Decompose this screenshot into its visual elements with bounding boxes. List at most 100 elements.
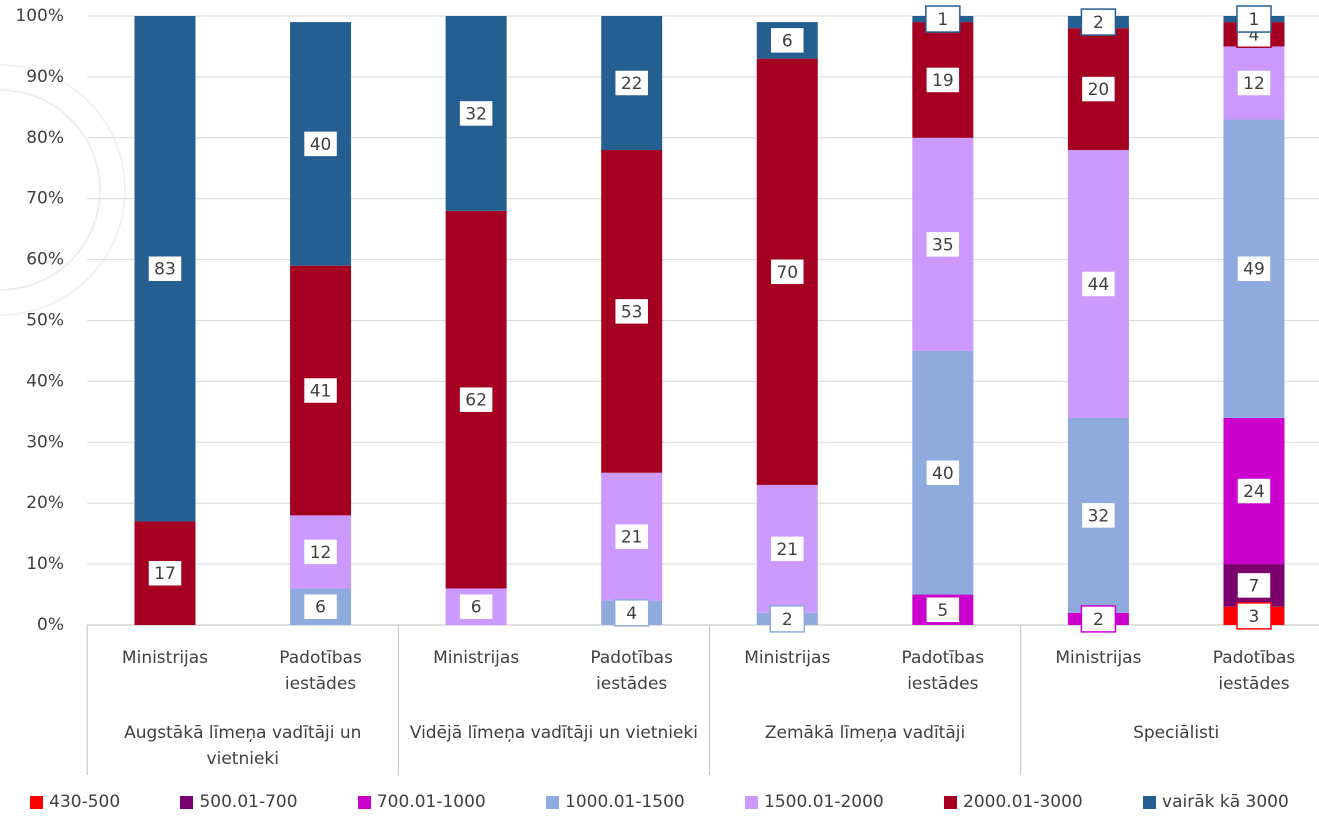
data-label: 53	[621, 302, 643, 322]
data-label: 21	[776, 540, 798, 560]
data-label: 6	[782, 31, 793, 51]
y-tick-label: 70%	[26, 189, 64, 209]
data-label: 12	[1243, 74, 1265, 94]
label-box	[769, 535, 806, 563]
decoration	[0, 89, 101, 291]
label-box	[1236, 571, 1272, 600]
group-label: Augstākā līmeņa vadītāji un vietnieki	[124, 723, 362, 769]
data-label: 2	[1093, 610, 1104, 630]
label-box	[925, 230, 961, 259]
x-tick-label: Padotības iestādes	[279, 648, 362, 694]
data-label: 32	[465, 104, 487, 124]
data-label: 62	[465, 391, 487, 411]
y-tick-label: 50%	[26, 311, 64, 331]
x-tick-label: Padotības iestādes	[901, 648, 985, 694]
label-box	[1236, 254, 1272, 283]
data-label: 44	[1088, 275, 1110, 295]
data-label: 1	[1249, 10, 1260, 30]
data-label: 5	[937, 601, 948, 621]
legend-swatch	[357, 795, 371, 809]
data-label: 21	[621, 528, 643, 548]
legend-swatch	[180, 795, 194, 809]
data-label: 35	[932, 235, 954, 255]
label-box	[925, 596, 961, 624]
data-label: 40	[310, 135, 332, 155]
x-tick-label: Padotības iestādes	[590, 648, 673, 694]
label-box	[613, 599, 650, 627]
label-box	[458, 385, 494, 414]
legend-swatch	[546, 795, 560, 809]
data-label: 2	[782, 610, 793, 630]
legend-item: vairāk kā 3000	[1143, 792, 1289, 812]
legend: 430-500 500.01-700 700.01-1000 1000.01-1500…	[0, 792, 1319, 812]
legend-label: 2000.01-3000	[963, 792, 1083, 812]
legend-label: 430-500	[49, 792, 121, 812]
x-tick-label: Ministrijas	[744, 648, 831, 668]
group-label: Vidējā līmeņa vadītāji un vietnieki	[409, 723, 698, 743]
x-tick-label: Padotības iestādes	[1212, 648, 1296, 694]
y-tick-label: 100%	[15, 6, 64, 26]
legend-swatch	[745, 795, 759, 809]
data-label: 12	[310, 543, 332, 563]
legend-swatch	[1143, 795, 1157, 809]
label-box	[147, 254, 183, 283]
data-label: 49	[1243, 260, 1265, 280]
data-label: 24	[1243, 482, 1265, 502]
y-tick-label: 60%	[26, 250, 64, 270]
plot: 0%10%20%30%40%50%60%70%80%90%100%1783612…	[0, 5, 1319, 775]
x-tick-label: Ministrijas	[433, 648, 520, 668]
label-box	[613, 522, 650, 551]
data-label: 1	[937, 10, 948, 30]
label-box	[1080, 8, 1117, 36]
legend-label: 700.01-1000	[376, 792, 486, 812]
label-box	[613, 297, 650, 326]
label-box	[302, 376, 339, 405]
y-tick-label: 90%	[26, 67, 64, 87]
data-label: 17	[154, 564, 176, 584]
label-box	[458, 592, 494, 621]
legend-item: 1500.01-2000	[745, 792, 884, 812]
legend-item: 500.01-700	[180, 792, 298, 812]
legend-label: vairāk kā 3000	[1162, 792, 1289, 812]
label-box	[925, 5, 961, 33]
data-label: 22	[621, 74, 643, 94]
legend-label: 1000.01-1500	[565, 792, 685, 812]
label-box	[1080, 75, 1117, 103]
group-label: Zemākā līmeņa vadītāji	[764, 723, 966, 743]
data-label: 3	[1249, 607, 1260, 627]
legend-item: 700.01-1000	[357, 792, 486, 812]
label-box	[147, 559, 183, 587]
label-box	[302, 538, 339, 566]
y-tick-label: 40%	[26, 371, 64, 391]
data-label: 7	[1249, 576, 1260, 596]
legend-label: 1500.01-2000	[764, 792, 884, 812]
label-box	[613, 69, 650, 97]
label-box	[458, 99, 494, 128]
x-tick-label: Ministrijas	[121, 648, 209, 668]
legend-item: 1000.01-1500	[546, 792, 685, 812]
legend-swatch	[944, 795, 958, 809]
label-box	[1080, 605, 1117, 633]
data-label: 83	[154, 260, 176, 280]
label-box	[769, 258, 806, 286]
label-box	[1236, 602, 1272, 630]
data-label: 40	[932, 464, 954, 484]
label-box	[1080, 501, 1117, 530]
y-tick-label: 0%	[37, 615, 64, 635]
legend-swatch	[30, 795, 44, 809]
legend-item: 430-500	[30, 792, 120, 812]
legend-label: 500.01-700	[199, 792, 298, 812]
data-label: 19	[932, 71, 954, 91]
label-box	[925, 66, 961, 94]
data-label: 6	[315, 598, 326, 618]
data-label: 41	[310, 382, 332, 402]
y-tick-label: 10%	[26, 554, 64, 574]
y-tick-label: 80%	[26, 128, 64, 148]
data-label: 4	[1249, 25, 1260, 45]
x-tick-label: Ministrijas	[1055, 648, 1142, 668]
data-label: 4	[626, 604, 637, 624]
legend-item: 2000.01-3000	[944, 792, 1083, 812]
label-box	[769, 26, 806, 55]
group-label: Speciālisti	[1133, 723, 1220, 743]
